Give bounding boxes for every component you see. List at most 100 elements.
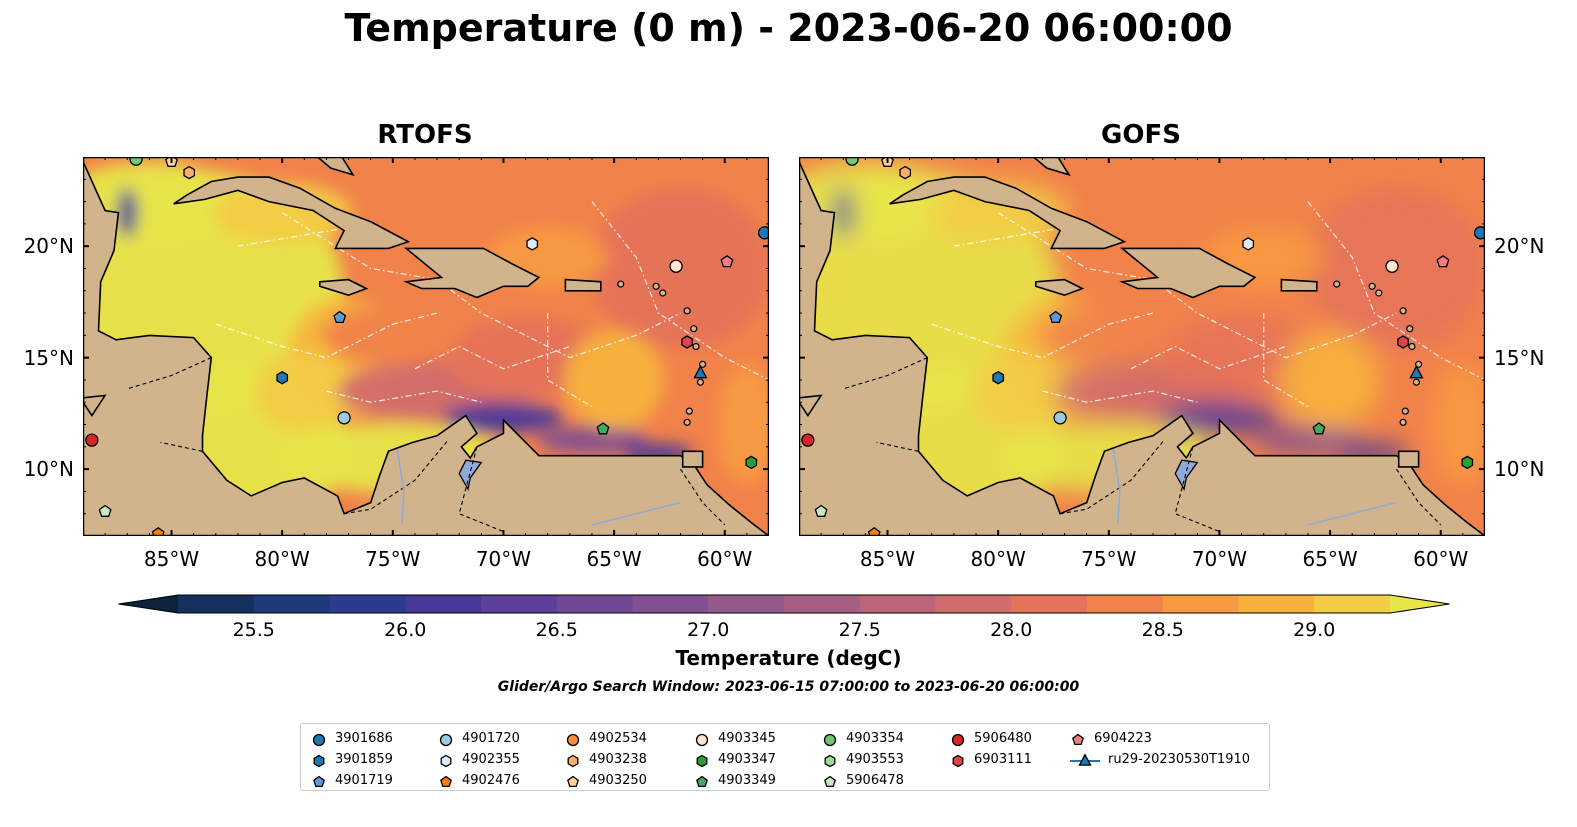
float-6904223-rtofs[interactable] (720, 255, 734, 268)
colorbar-segment (1238, 595, 1315, 613)
float-4902355-gofs[interactable] (1242, 237, 1255, 251)
float-4902476-gofs[interactable] (867, 526, 881, 536)
legend-marker-hexagon (440, 754, 452, 767)
legend-symbol[interactable] (567, 775, 579, 787)
colorbar-tick-label: 28.5 (1141, 619, 1184, 641)
legend-item: 4903250 (565, 770, 647, 791)
legend-column: 4903354 4903553 5906478 (822, 728, 904, 791)
float-4901720-rtofs[interactable] (337, 411, 351, 425)
legend-symbol[interactable] (440, 754, 452, 767)
land-jamaica (1035, 278, 1085, 297)
float-4903349-gofs[interactable] (1312, 422, 1326, 435)
legend-item: 4903238 (565, 749, 647, 770)
legend-item: 5906478 (822, 770, 904, 791)
map-panel-gofs[interactable] (799, 157, 1485, 536)
colorbar-tick-label: 27.5 (838, 619, 881, 641)
map-svg-gofs (799, 157, 1485, 536)
colorbar-segment (1087, 595, 1164, 613)
legend-symbol[interactable] (695, 733, 709, 746)
lon-tick-label-rtofs: 85°W (143, 547, 200, 571)
legend-label: 4903553 (846, 752, 904, 767)
legend-symbol[interactable] (439, 733, 453, 746)
float-4903345-rtofs[interactable] (669, 259, 683, 273)
legend-label: 5906480 (974, 731, 1032, 746)
legend-symbol[interactable] (567, 754, 579, 767)
colorbar-segment (632, 595, 709, 613)
legend-item: 5906480 (950, 728, 1032, 749)
legend-label: 6903111 (974, 752, 1032, 767)
float-4903347-gofs[interactable] (1461, 455, 1474, 470)
legend-column: 4901720 4902355 4902476 (438, 728, 520, 791)
float-3901859-gofs[interactable] (992, 370, 1005, 385)
lon-tick-label-rtofs: 80°W (254, 547, 310, 571)
float-4901720-gofs[interactable] (1053, 411, 1067, 425)
float-ru29-20230530T1910-rtofs[interactable] (693, 364, 708, 379)
float-5906480-gofs[interactable] (801, 433, 815, 447)
legend-item: 4902534 (565, 728, 647, 749)
legend-label: 4902476 (462, 773, 520, 788)
float-4903349-rtofs[interactable] (596, 422, 610, 435)
legend-symbol[interactable] (1078, 752, 1092, 766)
legend-symbol[interactable] (1072, 733, 1084, 745)
lon-tick-label-gofs: 65°W (1302, 547, 1358, 571)
colorbar-tick-label: 29.0 (1293, 619, 1336, 641)
map-panel-rtofs[interactable] (83, 157, 769, 536)
legend-symbol[interactable] (313, 754, 325, 767)
float-6904223-gofs[interactable] (1436, 255, 1450, 268)
legend-symbol[interactable] (312, 733, 326, 746)
land-bahamas (316, 157, 355, 177)
float-5906480-rtofs[interactable] (85, 433, 99, 447)
legend-symbol[interactable] (696, 754, 708, 767)
float-4903238-gofs[interactable] (899, 165, 912, 180)
legend-label: 4902355 (462, 752, 520, 767)
legend-symbol[interactable] (824, 754, 836, 767)
float-4903238-rtofs[interactable] (183, 165, 196, 180)
float-3901859-rtofs[interactable] (276, 370, 289, 385)
colorbar-segment (178, 595, 255, 613)
float-3901686-gofs[interactable] (1473, 226, 1485, 240)
legend-item: 4902476 (438, 770, 520, 791)
colorbar-tick-label: 26.0 (384, 619, 427, 641)
float-4901719-gofs[interactable] (1049, 310, 1063, 324)
float-5906478-gofs[interactable] (814, 504, 828, 517)
float-5906478-rtofs[interactable] (98, 504, 112, 517)
float-ru29-20230530T1910-gofs[interactable] (1409, 364, 1424, 379)
legend-column: 3901686 3901859 4901719 (311, 728, 393, 791)
colorbar-label: Temperature (degC) (675, 646, 902, 670)
lat-tick-label-rtofs: 20°N (23, 234, 74, 259)
legend-item: 3901859 (311, 749, 393, 770)
legend-symbol[interactable] (440, 775, 452, 787)
legend-item: ru29-20230530T1910 (1070, 749, 1250, 770)
lon-tick-label-rtofs: 70°W (475, 547, 532, 571)
float-3901686-rtofs[interactable] (757, 226, 769, 240)
land-puertorico (564, 278, 602, 292)
colorbar-segment (935, 595, 1012, 613)
float-4903354-gofs[interactable] (845, 157, 859, 166)
float-4901719-rtofs[interactable] (333, 310, 347, 324)
lon-tick-label-rtofs: 75°W (365, 547, 421, 571)
legend-item: 4903347 (694, 749, 776, 770)
float-6903111-rtofs[interactable] (681, 335, 693, 349)
colorbar-tick-label: 25.5 (232, 619, 275, 641)
legend-label: 4902534 (589, 731, 647, 746)
float-4902355-rtofs[interactable] (526, 237, 539, 251)
legend-symbol[interactable] (952, 754, 964, 767)
float-4903347-rtofs[interactable] (745, 455, 758, 470)
legend-symbol[interactable] (696, 775, 708, 787)
legend-symbol[interactable] (824, 775, 836, 787)
lake-maracaibo (458, 459, 483, 492)
legend-symbol[interactable] (823, 733, 837, 746)
float-4902476-rtofs[interactable] (151, 526, 165, 536)
legend-symbol[interactable] (951, 733, 965, 746)
legend-item: 4903345 (694, 728, 776, 749)
legend-label: 4903250 (589, 773, 647, 788)
legend-label: 4903349 (718, 773, 776, 788)
legend-symbol[interactable] (566, 733, 580, 746)
legend-symbol[interactable] (313, 775, 325, 787)
float-4903354-rtofs[interactable] (129, 157, 143, 166)
colorbar-tick-label: 27.0 (687, 619, 730, 641)
legend-label: 4903354 (846, 731, 904, 746)
lat-tick-label-gofs: 15°N (1494, 345, 1545, 370)
float-6903111-gofs[interactable] (1397, 335, 1409, 349)
float-4903345-gofs[interactable] (1385, 259, 1399, 273)
